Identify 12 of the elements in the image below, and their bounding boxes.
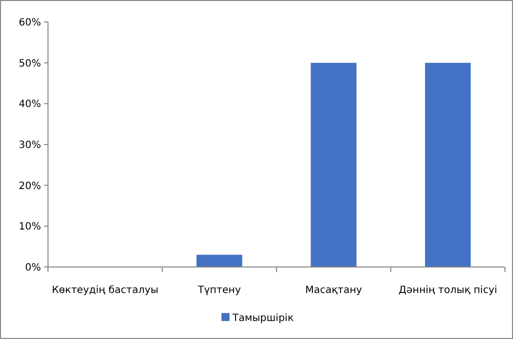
y-tick-label: 10% [18,222,41,233]
x-tick-label: Дәннің толық пісуі [398,285,498,296]
legend-label: Тамыршірік [232,313,294,324]
y-tick-label: 0% [25,262,41,274]
x-tick-label: Түптену [196,285,241,296]
y-tick-label: 60% [18,18,41,28]
y-tick-label: 20% [18,180,41,192]
y-tick-label: 30% [18,140,41,151]
x-tick-label: Масақтану [305,285,362,296]
y-tick-label: 40% [18,99,41,110]
x-tick-label: Көктеудің басталуы [52,285,159,296]
y-tick-label: 50% [18,58,41,70]
